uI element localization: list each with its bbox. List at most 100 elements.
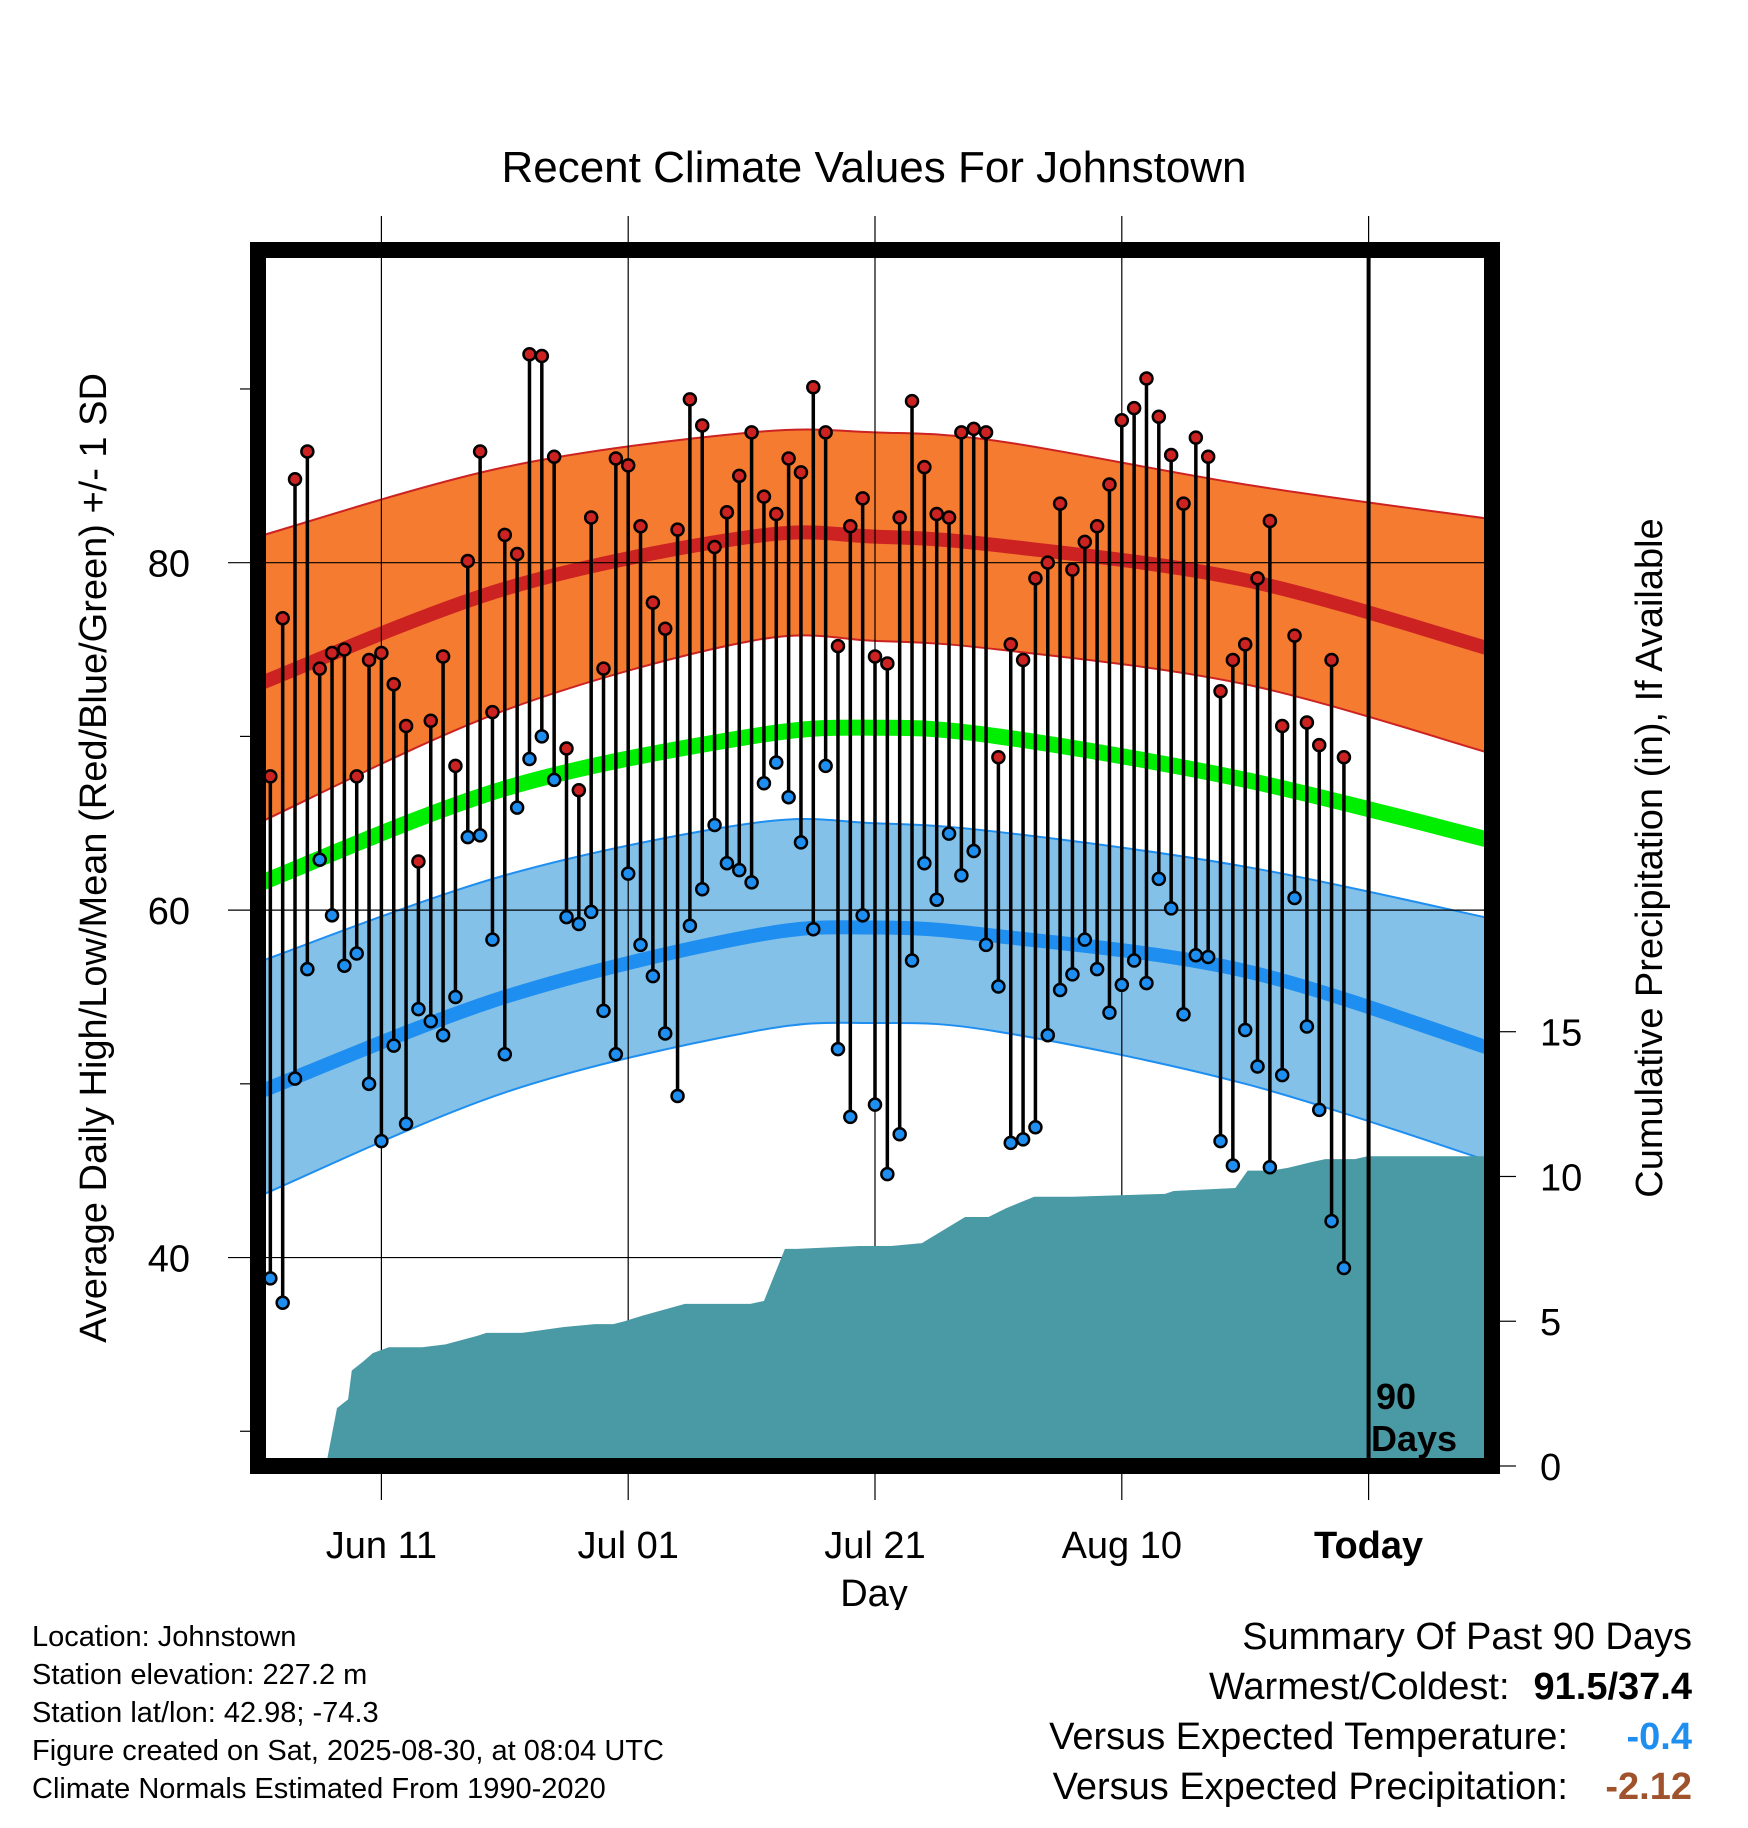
daily-high-point: [657, 621, 673, 636]
temp-value: -0.4: [1626, 1716, 1692, 1758]
daily-low-point: [263, 1271, 278, 1286]
daily-low-point: [645, 968, 661, 984]
daily-high-point: [374, 645, 389, 661]
daily-high-point: [633, 518, 648, 534]
daily-low-point: [1225, 1158, 1241, 1173]
daily-high-point: [300, 444, 315, 459]
daily-high-point: [583, 510, 599, 525]
daily-low-point: [374, 1133, 389, 1149]
daily-low-point: [843, 1109, 858, 1125]
daily-low-point: [769, 755, 784, 770]
daily-high-point: [435, 649, 451, 664]
daily-low-point: [1028, 1120, 1043, 1135]
daily-high-point: [546, 449, 562, 464]
daily-high-point: [1188, 430, 1204, 445]
daily-low-point: [472, 828, 488, 843]
y2-tick-label: 5: [1540, 1302, 1561, 1344]
y-axis-label: Average Daily High/Low/Mean (Red/Blue/Gr…: [73, 373, 115, 1343]
daily-low-point: [756, 776, 772, 791]
daily-high-point: [843, 518, 858, 534]
daily-low-point: [892, 1126, 907, 1142]
daily-high-point: [1163, 447, 1179, 463]
daily-high-point: [867, 649, 883, 664]
daily-high-point: [423, 713, 439, 729]
daily-low-point: [1299, 1019, 1315, 1034]
plot-frame: [250, 242, 1500, 1474]
daily-low-point: [1213, 1133, 1228, 1149]
daily-low-point: [1077, 932, 1093, 947]
y2-tick-label: 10: [1540, 1157, 1582, 1199]
daily-high-point: [954, 425, 969, 440]
daily-high-point: [448, 758, 463, 774]
daily-high-point: [1003, 637, 1018, 652]
chart-title: Recent Climate Values For Johnstown: [501, 143, 1246, 192]
daily-low-point: [423, 1014, 439, 1029]
daily-low-point: [1188, 948, 1204, 963]
daily-low-point: [1040, 1027, 1056, 1043]
daily-low-point: [781, 789, 796, 805]
temp-label: Versus Expected Temperature:: [1049, 1716, 1568, 1758]
x-tick-label: Jul 01: [577, 1525, 678, 1567]
station-elevation: Station elevation: 227.2 m: [32, 1659, 368, 1691]
daily-high-point: [880, 656, 895, 671]
daily-low-point: [806, 921, 821, 937]
daily-low-point: [954, 868, 969, 883]
daily-low-point: [1065, 967, 1080, 982]
daily-low-point: [448, 989, 463, 1005]
daily-high-point: [522, 346, 537, 362]
daily-high-point: [361, 652, 377, 668]
daily-high-point: [460, 553, 476, 569]
figure-created: Figure created on Sat, 2025-08-30, at 08…: [32, 1735, 664, 1767]
daily-low-point: [596, 1003, 611, 1019]
daily-high-point: [1287, 628, 1302, 643]
daily-low-point: [1114, 977, 1130, 993]
daily-low-point: [880, 1166, 895, 1182]
daily-low-point: [929, 892, 944, 907]
climate-normals: Climate Normals Estimated From 1990-2020: [32, 1773, 606, 1805]
daily-low-point: [1015, 1132, 1031, 1147]
y2-axis-label: Cumulative Precipitation (in), If Availa…: [1629, 518, 1671, 1197]
daily-low-point: [744, 875, 759, 890]
daily-low-point: [460, 829, 476, 845]
daily-low-point: [991, 979, 1006, 994]
daily-high-point: [941, 510, 957, 525]
daily-high-point: [1311, 737, 1327, 753]
daily-low-point: [1102, 1005, 1117, 1020]
daily-high-point: [534, 348, 550, 364]
summary-title: Summary Of Past 90 Days: [1242, 1616, 1692, 1658]
daily-high-point: [1126, 400, 1142, 416]
summary-precip: Versus Expected Precipitation: -2.12: [1049, 1762, 1692, 1812]
daily-low-point: [509, 800, 525, 815]
daily-high-point: [966, 421, 981, 437]
station-info: Location: Johnstown Station elevation: 2…: [32, 1618, 664, 1808]
daily-high-point: [756, 489, 772, 504]
daily-high-point: [682, 392, 698, 407]
daily-low-point: [1176, 1007, 1191, 1022]
daily-low-point: [670, 1088, 685, 1104]
x-axis-label: Day: [840, 1573, 908, 1610]
daily-low-point: [1237, 1022, 1253, 1038]
y-tick-label: 80: [148, 544, 190, 586]
warmest-coldest-value: 91.5/37.4: [1533, 1666, 1692, 1708]
daily-high-point: [1077, 534, 1093, 550]
precip-area: [258, 1156, 1490, 1466]
axes: Jun 11 Jul 01 Jul 21 Aug 10 Today 40 60 80 0 5 10 1…: [148, 216, 1582, 1567]
daily-low-point: [941, 826, 957, 841]
daily-low-point: [1200, 949, 1216, 965]
daily-high-point: [707, 539, 722, 555]
daily-high-point: [694, 418, 710, 433]
precip-value: -2.12: [1605, 1766, 1692, 1808]
daily-high-point: [991, 749, 1006, 765]
daily-low-point: [287, 1071, 303, 1086]
daily-high-point: [1028, 571, 1043, 586]
daily-low-point: [608, 1047, 624, 1062]
x-tick-label: Aug 10: [1062, 1525, 1182, 1567]
daily-high-point: [275, 611, 290, 626]
y-tick-label: 40: [148, 1239, 190, 1281]
daily-high-point: [1213, 683, 1228, 699]
daily-high-point: [830, 638, 846, 654]
daily-values: [258, 250, 1371, 1466]
daily-low-point: [818, 758, 833, 774]
daily-low-point: [349, 946, 364, 961]
daily-high-point: [620, 458, 636, 473]
